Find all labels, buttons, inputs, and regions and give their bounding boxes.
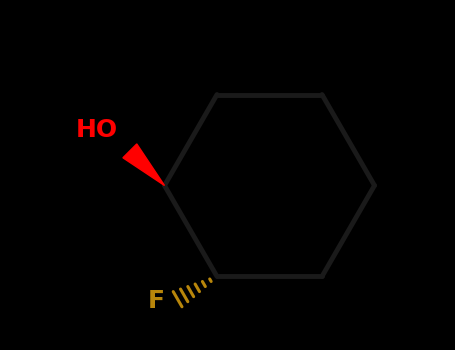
Text: F: F bbox=[148, 289, 165, 313]
Text: HO: HO bbox=[76, 118, 118, 142]
Polygon shape bbox=[123, 144, 165, 186]
